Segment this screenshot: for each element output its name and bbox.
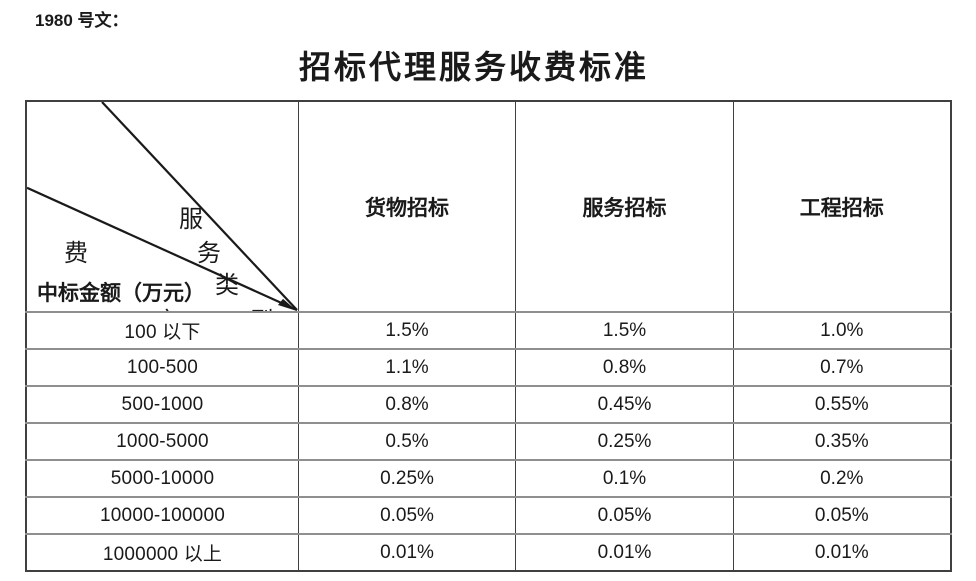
service-type-char: 类 [215, 273, 239, 299]
rate-cell: 0.01% [515, 533, 734, 572]
rate-cell: 0.7% [733, 348, 952, 387]
col-header-goods: 货物招标 [298, 100, 516, 313]
col-header-works: 工程招标 [733, 100, 952, 313]
rate-cell: 0.05% [298, 496, 516, 535]
row-range-cell: 100 以下 [25, 311, 299, 350]
row-range-cell: 5000-10000 [25, 459, 299, 498]
header-row: 服 务 类 型 费 率 中标金额（万元） 货物招标 服务招标 工程招标 [25, 100, 952, 313]
row-range-cell: 500-1000 [25, 385, 299, 424]
rate-cell: 0.1% [515, 459, 734, 498]
fee-rate-table: 服 务 类 型 费 率 中标金额（万元） 货物招标 服务招标 工程招标 100 … [25, 100, 952, 572]
rate-cell: 0.2% [733, 459, 952, 498]
rate-cell: 0.55% [733, 385, 952, 424]
rate-cell: 0.5% [298, 422, 516, 461]
rate-cell: 0.45% [515, 385, 734, 424]
diagonal-header-cell: 服 务 类 型 费 率 中标金额（万元） [25, 100, 299, 313]
rate-cell: 0.01% [298, 533, 516, 572]
row-range-cell: 1000000 以上 [25, 533, 299, 572]
amount-axis-label: 中标金额（万元） [37, 281, 205, 305]
row-range-cell: 1000-5000 [25, 422, 299, 461]
rate-cell: 1.5% [298, 311, 516, 350]
table-row: 1000-5000 0.5% 0.25% 0.35% [25, 422, 952, 461]
diagonal-divider-lines [27, 103, 298, 310]
table-row: 500-1000 0.8% 0.45% 0.55% [25, 385, 952, 424]
table-row: 5000-10000 0.25% 0.1% 0.2% [25, 459, 952, 498]
row-range-cell: 100-500 [25, 348, 299, 387]
doc-ref-label: 1980 号文： [35, 11, 129, 30]
rate-cell: 0.25% [515, 422, 734, 461]
service-type-char: 服 [179, 207, 203, 233]
fee-rate-char: 费 [64, 241, 88, 267]
rate-cell: 0.05% [733, 496, 952, 535]
table-row: 1000000 以上 0.01% 0.01% 0.01% [25, 533, 952, 572]
rate-cell: 0.25% [298, 459, 516, 498]
fee-rate-char: 率 [155, 310, 179, 312]
rate-cell: 0.8% [515, 348, 734, 387]
rate-cell: 1.0% [733, 311, 952, 350]
table-row: 10000-100000 0.05% 0.05% 0.05% [25, 496, 952, 535]
page-title: 招标代理服务收费标准 [298, 49, 649, 85]
rate-cell: 0.01% [733, 533, 952, 572]
rate-cell: 0.8% [298, 385, 516, 424]
rate-cell: 1.1% [298, 348, 516, 387]
row-range-cell: 10000-100000 [25, 496, 299, 535]
table-row: 100-500 1.1% 0.8% 0.7% [25, 348, 952, 387]
service-type-char: 务 [197, 241, 221, 267]
service-type-char: 型 [250, 310, 274, 312]
rate-cell: 0.35% [733, 422, 952, 461]
table-row: 100 以下 1.5% 1.5% 1.0% [25, 311, 952, 350]
col-header-services: 服务招标 [515, 100, 734, 313]
rate-cell: 0.05% [515, 496, 734, 535]
rate-cell: 1.5% [515, 311, 734, 350]
